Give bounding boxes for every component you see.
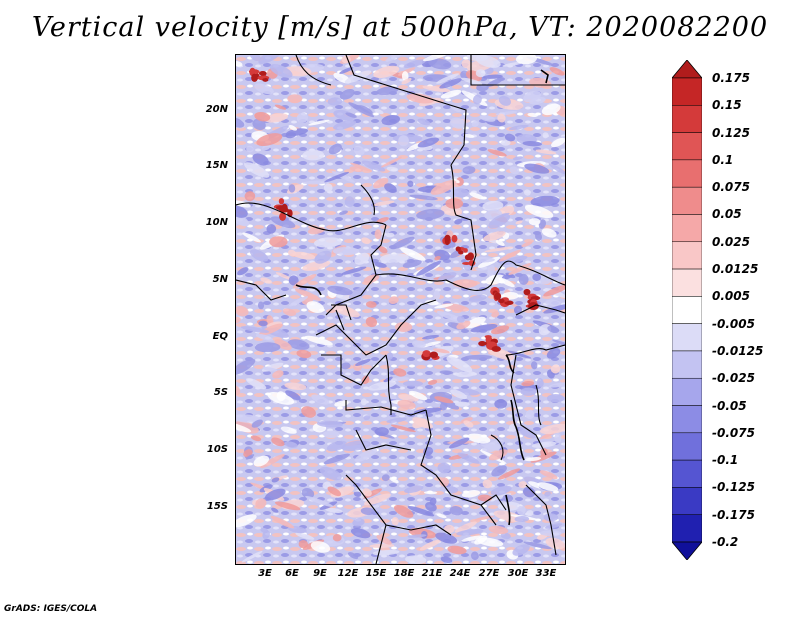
x-tick-label: 33E [535,568,557,579]
colorbar-max-arrow [672,60,702,79]
colorbar-segment [672,377,702,406]
y-tick-label: EQ [212,331,228,342]
colorbar [672,60,702,560]
grads-credit: GrADS: IGES/COLA [4,604,98,614]
x-tick-label: 27E [478,568,500,579]
colorbar-label: 0.05 [712,207,742,222]
x-tick-label: 9E [313,568,327,579]
colorbar-segment [672,405,702,434]
colorbar-label: -0.1 [712,453,739,468]
colorbar-segment [672,432,702,461]
colorbar-segment [672,214,702,243]
colorbar-label: 0.1 [712,152,734,167]
colorbar-segment [672,268,702,297]
y-tick-label: 10N [205,217,228,228]
colorbar-min-arrow [672,541,702,560]
colorbar-segment [672,514,702,543]
colorbar-segment [672,77,702,106]
colorbar-segment [672,350,702,379]
y-tick-label: 10S [206,444,228,455]
y-tick-label: 15N [205,160,228,171]
colorbar-segment [672,105,702,133]
colorbar-label: 0.15 [712,98,742,113]
y-tick-label: 20N [205,104,228,115]
colorbar-segment [672,459,702,488]
x-tick-label: 3E [258,568,272,579]
colorbar-label: 0.005 [712,289,750,304]
country-borders [236,55,565,564]
colorbar-label: -0.125 [712,480,755,495]
x-tick-label: 18E [393,568,415,579]
lakes-and-coast [295,69,549,526]
colorbar-label: -0.175 [712,507,755,522]
vertical-velocity-field [236,55,565,564]
colorbar-segment [672,186,702,215]
colorbar-segment [672,296,702,324]
colorbar-label: -0.0125 [712,343,764,358]
y-tick-label: 15S [206,501,228,512]
colorbar-segment [672,323,702,352]
map-plot-area [235,54,566,565]
colorbar-label: -0.005 [712,316,755,331]
colorbar-segment [672,132,702,161]
colorbar-label: -0.075 [712,425,755,440]
x-tick-label: 24E [449,568,471,579]
x-tick-label: 21E [421,568,443,579]
colorbar-label: 0.075 [712,180,750,195]
x-tick-label: 6E [285,568,299,579]
colorbar-label: 0.125 [712,125,750,140]
colorbar-label: -0.2 [712,535,739,549]
colorbar-label: -0.025 [712,371,755,386]
colorbar-segment [672,487,702,515]
colorbar-label: 0.0125 [712,262,759,277]
y-tick-label: 5S [213,387,228,398]
colorbar-label: 0.025 [712,234,750,249]
colorbar-label: -0.05 [712,398,747,413]
y-tick-label: 5N [212,274,228,285]
colorbar-segment [672,241,702,270]
map-title: Vertical velocity [m/s] at 500hPa, VT: 2… [31,12,769,43]
x-tick-label: 12E [337,568,359,579]
colorbar-segment [672,159,702,188]
x-tick-label: 15E [365,568,387,579]
colorbar-label: 0.175 [712,71,750,85]
x-tick-label: 30E [507,568,529,579]
